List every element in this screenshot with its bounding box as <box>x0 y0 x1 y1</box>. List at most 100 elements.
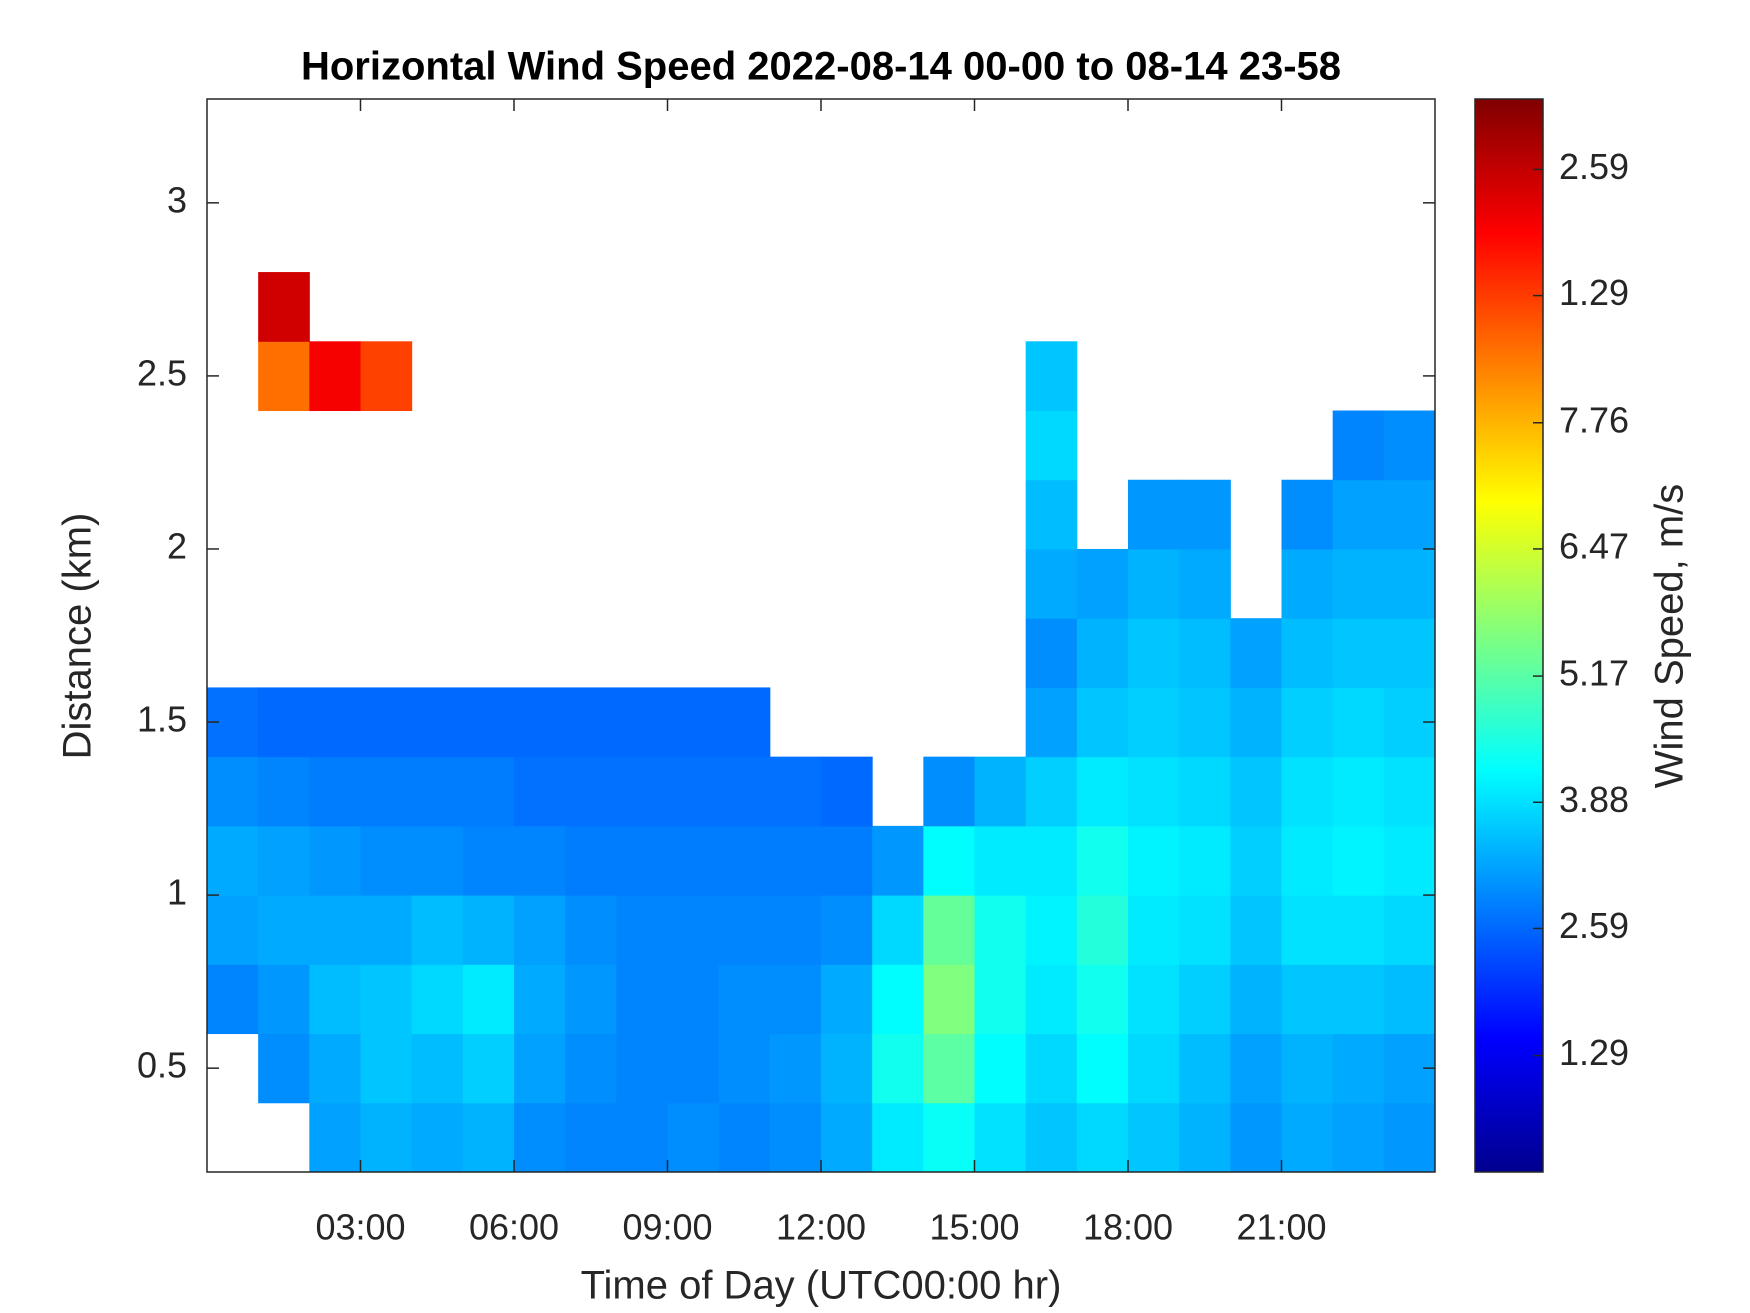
heatmap-cell <box>1383 964 1436 1035</box>
heatmap-cell <box>974 825 1027 896</box>
heatmap-cell <box>462 964 515 1035</box>
heatmap-cell <box>1025 410 1078 481</box>
colorbar-tick-label: 1.29 <box>1559 272 1629 313</box>
heatmap <box>207 272 1436 1173</box>
heatmap-cell <box>207 756 259 827</box>
heatmap-cell <box>1281 548 1334 619</box>
heatmap-cell <box>1025 479 1078 550</box>
heatmap-cell <box>360 1102 413 1173</box>
colorbar-tick-label: 3.88 <box>1559 779 1629 820</box>
heatmap-cell <box>462 895 515 965</box>
colorbar-tick-label: 2.59 <box>1559 905 1629 946</box>
heatmap-cell <box>1025 618 1078 688</box>
heatmap-cell <box>1332 1033 1385 1104</box>
heatmap-cell <box>923 964 975 1035</box>
heatmap-cell <box>360 687 413 758</box>
heatmap-cell <box>1128 548 1180 619</box>
heatmap-cell <box>769 1033 822 1104</box>
heatmap-cell <box>872 825 924 896</box>
heatmap-cell <box>718 756 771 827</box>
y-tick-label: 3 <box>167 179 187 220</box>
heatmap-cell <box>514 895 566 965</box>
heatmap-cell <box>1383 756 1436 827</box>
heatmap-cell <box>923 825 975 896</box>
heatmap-cell <box>1383 825 1436 896</box>
heatmap-cell <box>923 1033 975 1104</box>
y-tick-label: 2 <box>167 525 187 566</box>
heatmap-cell <box>718 964 771 1035</box>
colorbar-tick-label: 6.47 <box>1559 525 1629 566</box>
heatmap-cell <box>360 825 413 896</box>
heatmap-cell <box>974 1033 1027 1104</box>
heatmap-cell <box>1076 548 1129 619</box>
x-tick-label: 03:00 <box>315 1207 405 1248</box>
heatmap-cell <box>411 687 464 758</box>
heatmap-cell <box>1128 479 1180 550</box>
heatmap-cell <box>1179 479 1231 550</box>
heatmap-cell <box>462 1102 515 1173</box>
heatmap-cell <box>258 272 310 342</box>
heatmap-cell <box>1076 687 1129 758</box>
heatmap-cell <box>1179 825 1231 896</box>
heatmap-cell <box>1281 825 1334 896</box>
heatmap-cell <box>462 825 515 896</box>
heatmap-cell <box>258 895 310 965</box>
heatmap-cell <box>1025 1033 1078 1104</box>
colorbar-tick-label: 7.76 <box>1559 399 1629 440</box>
heatmap-cell <box>258 1033 310 1104</box>
x-tick-label: 21:00 <box>1236 1207 1326 1248</box>
heatmap-cell <box>258 756 310 827</box>
heatmap-cell <box>1179 618 1231 688</box>
heatmap-cell <box>1383 410 1436 481</box>
heatmap-cell <box>1383 548 1436 619</box>
heatmap-cell <box>1128 618 1180 688</box>
heatmap-cell <box>1281 479 1334 550</box>
heatmap-cell <box>1281 895 1334 965</box>
heatmap-cell <box>923 1102 975 1173</box>
heatmap-cell <box>462 1033 515 1104</box>
heatmap-cell <box>718 687 771 758</box>
heatmap-cell <box>1076 618 1129 688</box>
heatmap-cell <box>1230 895 1282 965</box>
heatmap-cell <box>1281 618 1334 688</box>
y-axis-label: Distance (km) <box>56 513 100 760</box>
heatmap-cell <box>974 756 1027 827</box>
heatmap-cell <box>565 1102 617 1173</box>
y-tick-label: 1.5 <box>137 699 187 740</box>
heatmap-cell <box>1128 756 1180 827</box>
heatmap-cell <box>1230 618 1282 688</box>
chart-title: Horizontal Wind Speed 2022-08-14 00-00 t… <box>301 45 1341 89</box>
heatmap-cell <box>258 825 310 896</box>
colorbar <box>1474 98 1544 1173</box>
heatmap-cell <box>514 1033 566 1104</box>
heatmap-cell <box>1230 1033 1282 1104</box>
heatmap-cell <box>514 1102 566 1173</box>
heatmap-cell <box>821 964 873 1035</box>
heatmap-cell <box>769 825 822 896</box>
heatmap-cell <box>1076 1102 1129 1173</box>
heatmap-cell <box>1025 895 1078 965</box>
heatmap-cell <box>1230 964 1282 1035</box>
heatmap-cell <box>1025 964 1078 1035</box>
heatmap-cell <box>411 1033 464 1104</box>
x-tick-label: 18:00 <box>1083 1207 1173 1248</box>
heatmap-cell <box>872 895 924 965</box>
heatmap-cell <box>565 895 617 965</box>
heatmap-cell <box>1383 479 1436 550</box>
heatmap-cell <box>923 895 975 965</box>
heatmap-cell <box>1128 1033 1180 1104</box>
heatmap-cell <box>821 1033 873 1104</box>
heatmap-cell <box>872 964 924 1035</box>
heatmap-cell <box>769 964 822 1035</box>
heatmap-cell <box>1076 895 1129 965</box>
heatmap-cell <box>1179 895 1231 965</box>
heatmap-cell <box>1128 825 1180 896</box>
heatmap-cell <box>1179 964 1231 1035</box>
heatmap-cell <box>616 895 668 965</box>
heatmap-cell <box>1332 825 1385 896</box>
heatmap-cell <box>309 1102 361 1173</box>
heatmap-cell <box>821 895 873 965</box>
heatmap-cell <box>462 687 515 758</box>
heatmap-cell <box>1128 1102 1180 1173</box>
heatmap-cell <box>1076 825 1129 896</box>
